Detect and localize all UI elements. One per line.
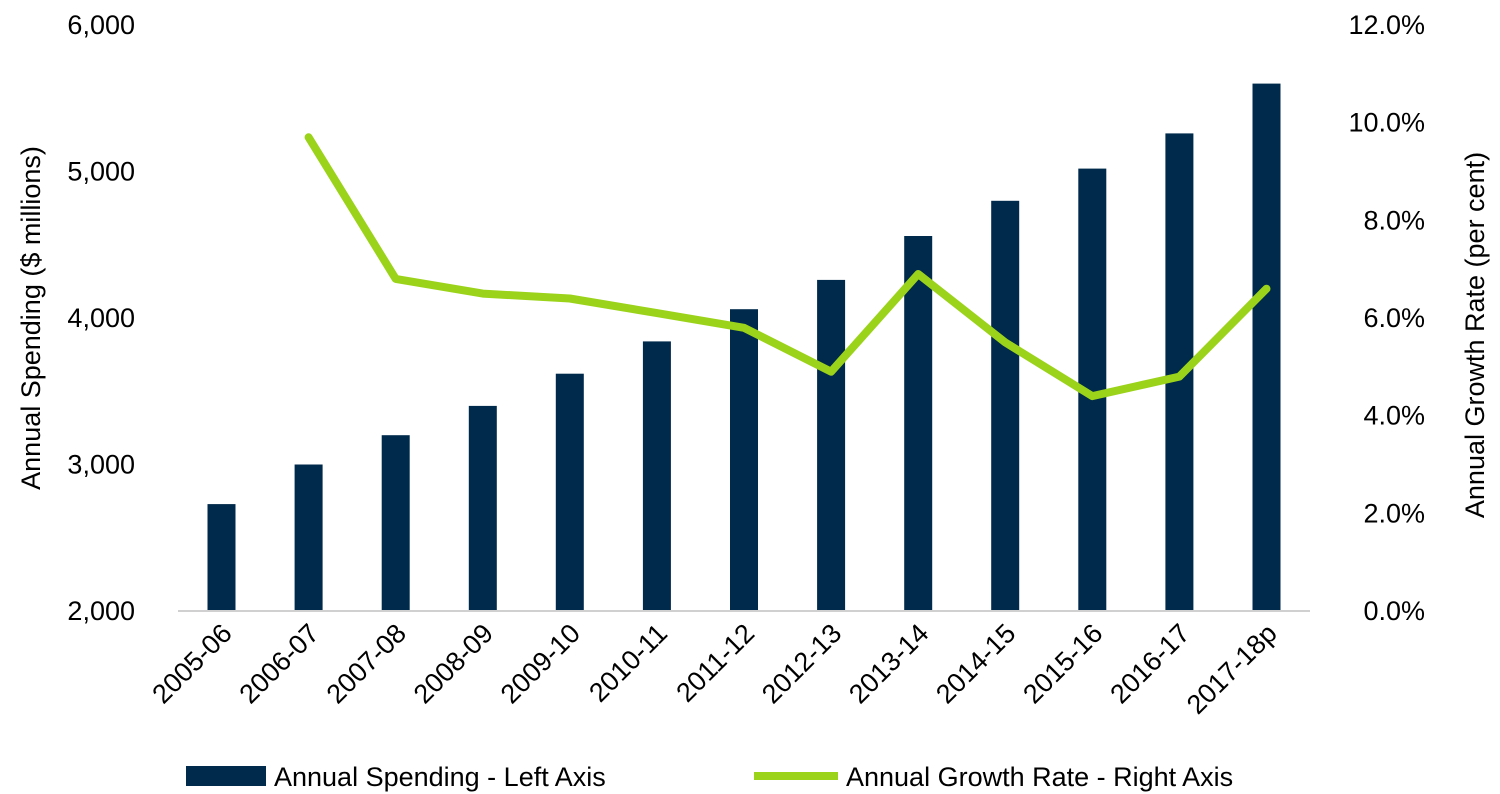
spending-bar: [817, 279, 846, 611]
category-label: 2015-16: [1017, 618, 1108, 709]
category-label: 2011-12: [670, 618, 760, 708]
spending-bar: [555, 373, 584, 611]
category-label: 2016-17: [1104, 618, 1195, 709]
growth-rate-line: [304, 133, 1271, 401]
spending-bar: [468, 405, 497, 611]
left-tick-label: 5,000: [67, 157, 135, 187]
category-label: 2013-14: [843, 618, 934, 709]
category-label: 2006-07: [234, 618, 325, 709]
legend-line-label: Annual Growth Rate - Right Axis: [846, 762, 1233, 792]
legend-bar-swatch: [186, 766, 266, 786]
right-tick-label: 2.0%: [1363, 498, 1425, 528]
right-tick-label: 10.0%: [1348, 108, 1425, 138]
category-label: 2009-10: [495, 618, 586, 709]
spending-bar: [904, 236, 933, 611]
right-tick-label: 0.0%: [1363, 596, 1425, 626]
left-axis-title: Annual Spending ($ millions): [16, 146, 46, 490]
spending-bar: [991, 200, 1020, 612]
category-label: 2014-15: [930, 618, 1021, 709]
category-label: 2012-13: [756, 618, 847, 709]
spending-bar: [1252, 83, 1281, 612]
category-label: 2007-08: [321, 618, 412, 709]
spending-bar: [730, 309, 758, 611]
right-tick-label: 12.0%: [1348, 10, 1425, 40]
category-label: 2005-06: [146, 618, 237, 709]
right-tick-label: 6.0%: [1363, 303, 1425, 333]
spending-bar: [381, 435, 410, 611]
legend-bar-label: Annual Spending - Left Axis: [274, 762, 606, 792]
left-axis-ticks: 2,000 3,000 4,000 5,000 6,000: [67, 10, 135, 626]
spending-bar: [207, 504, 236, 611]
left-tick-label: 3,000: [67, 450, 135, 480]
right-tick-label: 4.0%: [1363, 401, 1425, 431]
category-label: 2008-09: [408, 618, 499, 709]
legend: Annual Spending - Left Axis Annual Growt…: [186, 762, 1233, 792]
category-label: 2010-11: [583, 618, 673, 708]
category-label: 2017-18p: [1181, 618, 1283, 720]
spending-bar: [642, 341, 671, 611]
growth-rate-line-group: [304, 133, 1271, 401]
left-tick-label: 6,000: [67, 10, 135, 40]
right-tick-label: 8.0%: [1363, 205, 1425, 235]
right-axis-title: Annual Growth Rate (per cent): [1460, 152, 1490, 518]
spending-bar: [294, 464, 323, 611]
spending-bars: [207, 83, 1281, 612]
left-tick-label: 2,000: [67, 596, 135, 626]
right-axis-ticks: 0.0% 2.0% 4.0% 6.0% 8.0% 10.0% 12.0%: [1348, 10, 1425, 626]
left-tick-label: 4,000: [67, 303, 135, 333]
category-labels: 2005-062006-072007-082008-092009-102010-…: [146, 618, 1282, 720]
